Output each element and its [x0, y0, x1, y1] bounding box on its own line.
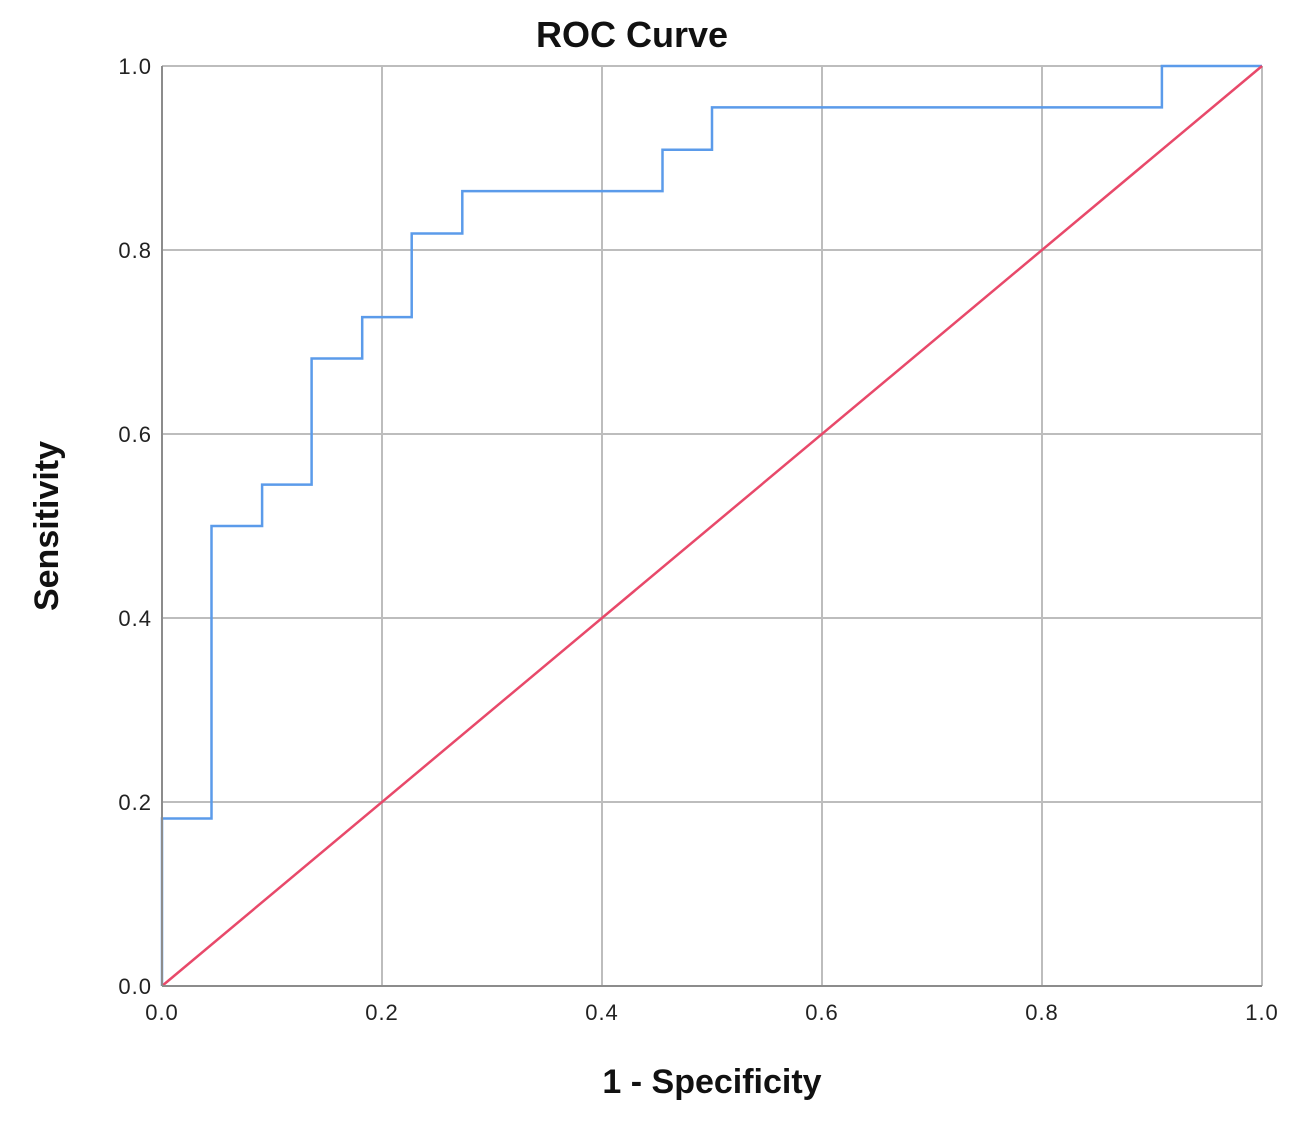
- y-axis-label: Sensitivity: [28, 441, 66, 611]
- x-axis-label: 1 - Specificity: [602, 1063, 821, 1101]
- y-tick-label-1: 0.2: [118, 790, 152, 815]
- x-tick-label-0: 0.0: [145, 1000, 179, 1025]
- frame-layer: [161, 66, 1262, 987]
- y-tick-label-0: 0.0: [118, 974, 152, 999]
- x-tick-label-3: 0.6: [805, 1000, 839, 1025]
- y-tick-label-5: 1.0: [118, 54, 152, 79]
- x-tick-label-2: 0.4: [585, 1000, 619, 1025]
- x-tick-label-1: 0.2: [365, 1000, 399, 1025]
- x-tick-label-4: 0.8: [1025, 1000, 1059, 1025]
- y-tick-label-4: 0.8: [118, 238, 152, 263]
- roc-curve-line: [160, 64, 1262, 986]
- series-layer: [160, 64, 1263, 987]
- reference-diagonal-line: [161, 65, 1263, 987]
- x-tick-label-5: 1.0: [1245, 1000, 1279, 1025]
- chart-title: ROC Curve: [536, 14, 728, 55]
- tick-layer: 0.0 0.2 0.4 0.6 0.8 1.0 0.0 0.2 0.4 0.6 0.8 1.0: [118, 54, 1279, 1025]
- y-tick-label-2: 0.4: [118, 606, 152, 631]
- y-tick-label-3: 0.6: [118, 422, 152, 447]
